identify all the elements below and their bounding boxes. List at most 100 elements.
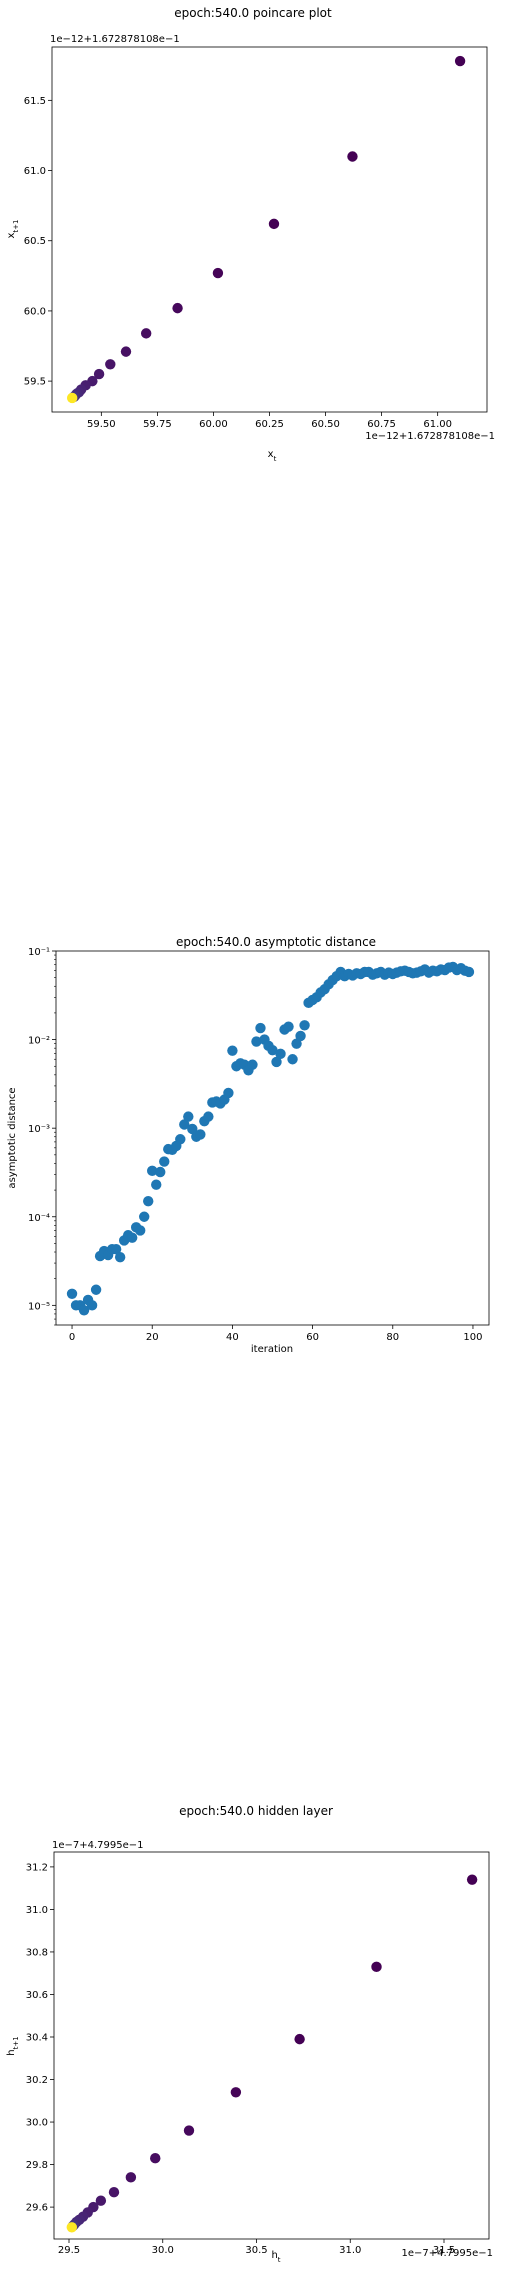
scatter-point <box>275 1048 286 1060</box>
y-tick-label: 59.5 <box>24 377 46 388</box>
scatter-point <box>179 1119 190 1130</box>
scatter-point <box>183 2125 195 2136</box>
y-axis-label: asymptotic distance <box>7 1087 18 1188</box>
y-tick-label: 30.6 <box>26 1990 48 2001</box>
y-tick-label: 30.0 <box>26 2118 48 2129</box>
scatter-point <box>294 2033 305 2045</box>
scatter-point <box>203 1111 214 1122</box>
scatter-point <box>268 218 280 230</box>
scatter-point <box>66 1288 78 1300</box>
x-offset-text: 1e−7+4.7995e−1 <box>401 2248 493 2259</box>
scatter-point <box>151 1179 162 1190</box>
scatter-point <box>95 2195 107 2206</box>
x-axis-label: ht <box>271 2250 280 2264</box>
scatter-point <box>66 2222 78 2233</box>
scatter-point <box>247 1059 258 1070</box>
scatter-point <box>287 1054 298 1065</box>
scatter-point <box>140 328 152 339</box>
scatter-point <box>66 392 78 404</box>
scatter-point <box>466 1874 478 1885</box>
x-tick-label: 40 <box>226 1332 239 1343</box>
scatter-point <box>295 1030 306 1042</box>
scatter-point <box>125 2172 137 2183</box>
scatter-point <box>86 1300 98 1311</box>
plot-frame <box>53 1851 490 2240</box>
x-tick-label: 80 <box>386 1332 399 1343</box>
scatter-point <box>223 1087 234 1099</box>
scatter-point <box>114 1251 126 1263</box>
y-tick-label: 29.6 <box>26 2203 48 2214</box>
scatter-point <box>90 1284 102 1295</box>
y-tick-label: 60.0 <box>24 306 46 317</box>
x-tick-label: 29.5 <box>58 2245 80 2256</box>
scatter-point <box>454 55 466 67</box>
y-tick-label: 29.8 <box>26 2160 48 2171</box>
scatter-point <box>159 1156 170 1167</box>
y-axis-label: ht+1 <box>6 2036 20 2055</box>
scatter-point <box>150 2152 161 2164</box>
y-tick-label: 31.2 <box>26 1862 48 1873</box>
scatter-point <box>120 346 132 357</box>
scatter-point <box>271 1056 282 1068</box>
x-tick-label: 60 <box>306 1332 319 1343</box>
scatter-point <box>78 1305 90 1316</box>
x-tick-label: 31.0 <box>339 2245 361 2256</box>
y-offset-text: 1e−12+1.672878108e−1 <box>50 34 180 45</box>
scatter-point <box>134 1225 146 1236</box>
y-tick-label: 60.5 <box>24 236 46 247</box>
scatter-point <box>139 1211 150 1222</box>
scatter-point <box>93 368 105 380</box>
scatter-point <box>227 1045 238 1056</box>
x-tick-label: 100 <box>463 1332 482 1343</box>
x-tick-label: 60.25 <box>255 419 284 430</box>
x-axis-label: xt <box>268 449 277 463</box>
scatter-point <box>175 1134 186 1145</box>
x-tick-label: 59.75 <box>143 419 172 430</box>
chart-title: epoch:540.0 poincare plot <box>174 6 332 20</box>
scatter-point <box>255 1022 266 1034</box>
scatter-point <box>108 2187 120 2198</box>
scatter-point <box>371 1961 382 1973</box>
scatter-point <box>155 1166 166 1178</box>
y-tick-label: 61.0 <box>24 166 46 177</box>
x-tick-label: 30.0 <box>152 2245 174 2256</box>
scatter-point <box>147 1165 158 1177</box>
scatter-point <box>299 1020 310 1031</box>
scatter-point <box>347 151 358 162</box>
x-tick-label: 60.75 <box>367 419 396 430</box>
scatter-point <box>126 1232 138 1243</box>
x-tick-label: 20 <box>146 1332 159 1343</box>
y-tick-label: 61.5 <box>24 96 46 107</box>
y-offset-text: 1e−7+4.7995e−1 <box>52 1840 144 1851</box>
x-axis-label: iteration <box>251 1344 293 1355</box>
x-tick-label: 31.5 <box>433 2245 455 2256</box>
scatter-point <box>183 1111 194 1122</box>
x-tick-label: 30.5 <box>245 2245 267 2256</box>
plot-frame <box>55 950 490 1326</box>
y-tick-label: 30.2 <box>26 2075 48 2086</box>
y-tick-label: 10⁻⁵ <box>28 1301 50 1312</box>
y-tick-label: 10⁻³ <box>28 1124 50 1135</box>
x-tick-label: 60.50 <box>311 419 340 430</box>
y-tick-label: 30.4 <box>26 2032 48 2043</box>
scatter-point <box>105 359 116 370</box>
y-tick-label: 10⁻¹ <box>28 947 50 958</box>
plot-frame <box>51 46 488 413</box>
x-offset-text: 1e−12+1.672878108e−1 <box>365 431 495 442</box>
scatter-point <box>212 267 224 279</box>
scatter-point <box>463 966 475 978</box>
y-tick-label: 10⁻⁴ <box>28 1213 50 1224</box>
scatter-point <box>187 1123 198 1135</box>
x-tick-label: 0 <box>69 1332 75 1343</box>
y-tick-label: 31.0 <box>26 1905 48 1916</box>
scatter-point <box>267 1044 278 1056</box>
scatter-point <box>110 1244 122 1255</box>
x-tick-label: 60.00 <box>199 419 228 430</box>
y-tick-label: 10⁻² <box>28 1036 50 1047</box>
x-tick-label: 61.00 <box>423 419 452 430</box>
y-tick-label: 30.8 <box>26 1947 48 1958</box>
scatter-point <box>143 1195 154 1207</box>
scatter-point <box>230 2087 242 2098</box>
scatter-point <box>172 302 183 314</box>
